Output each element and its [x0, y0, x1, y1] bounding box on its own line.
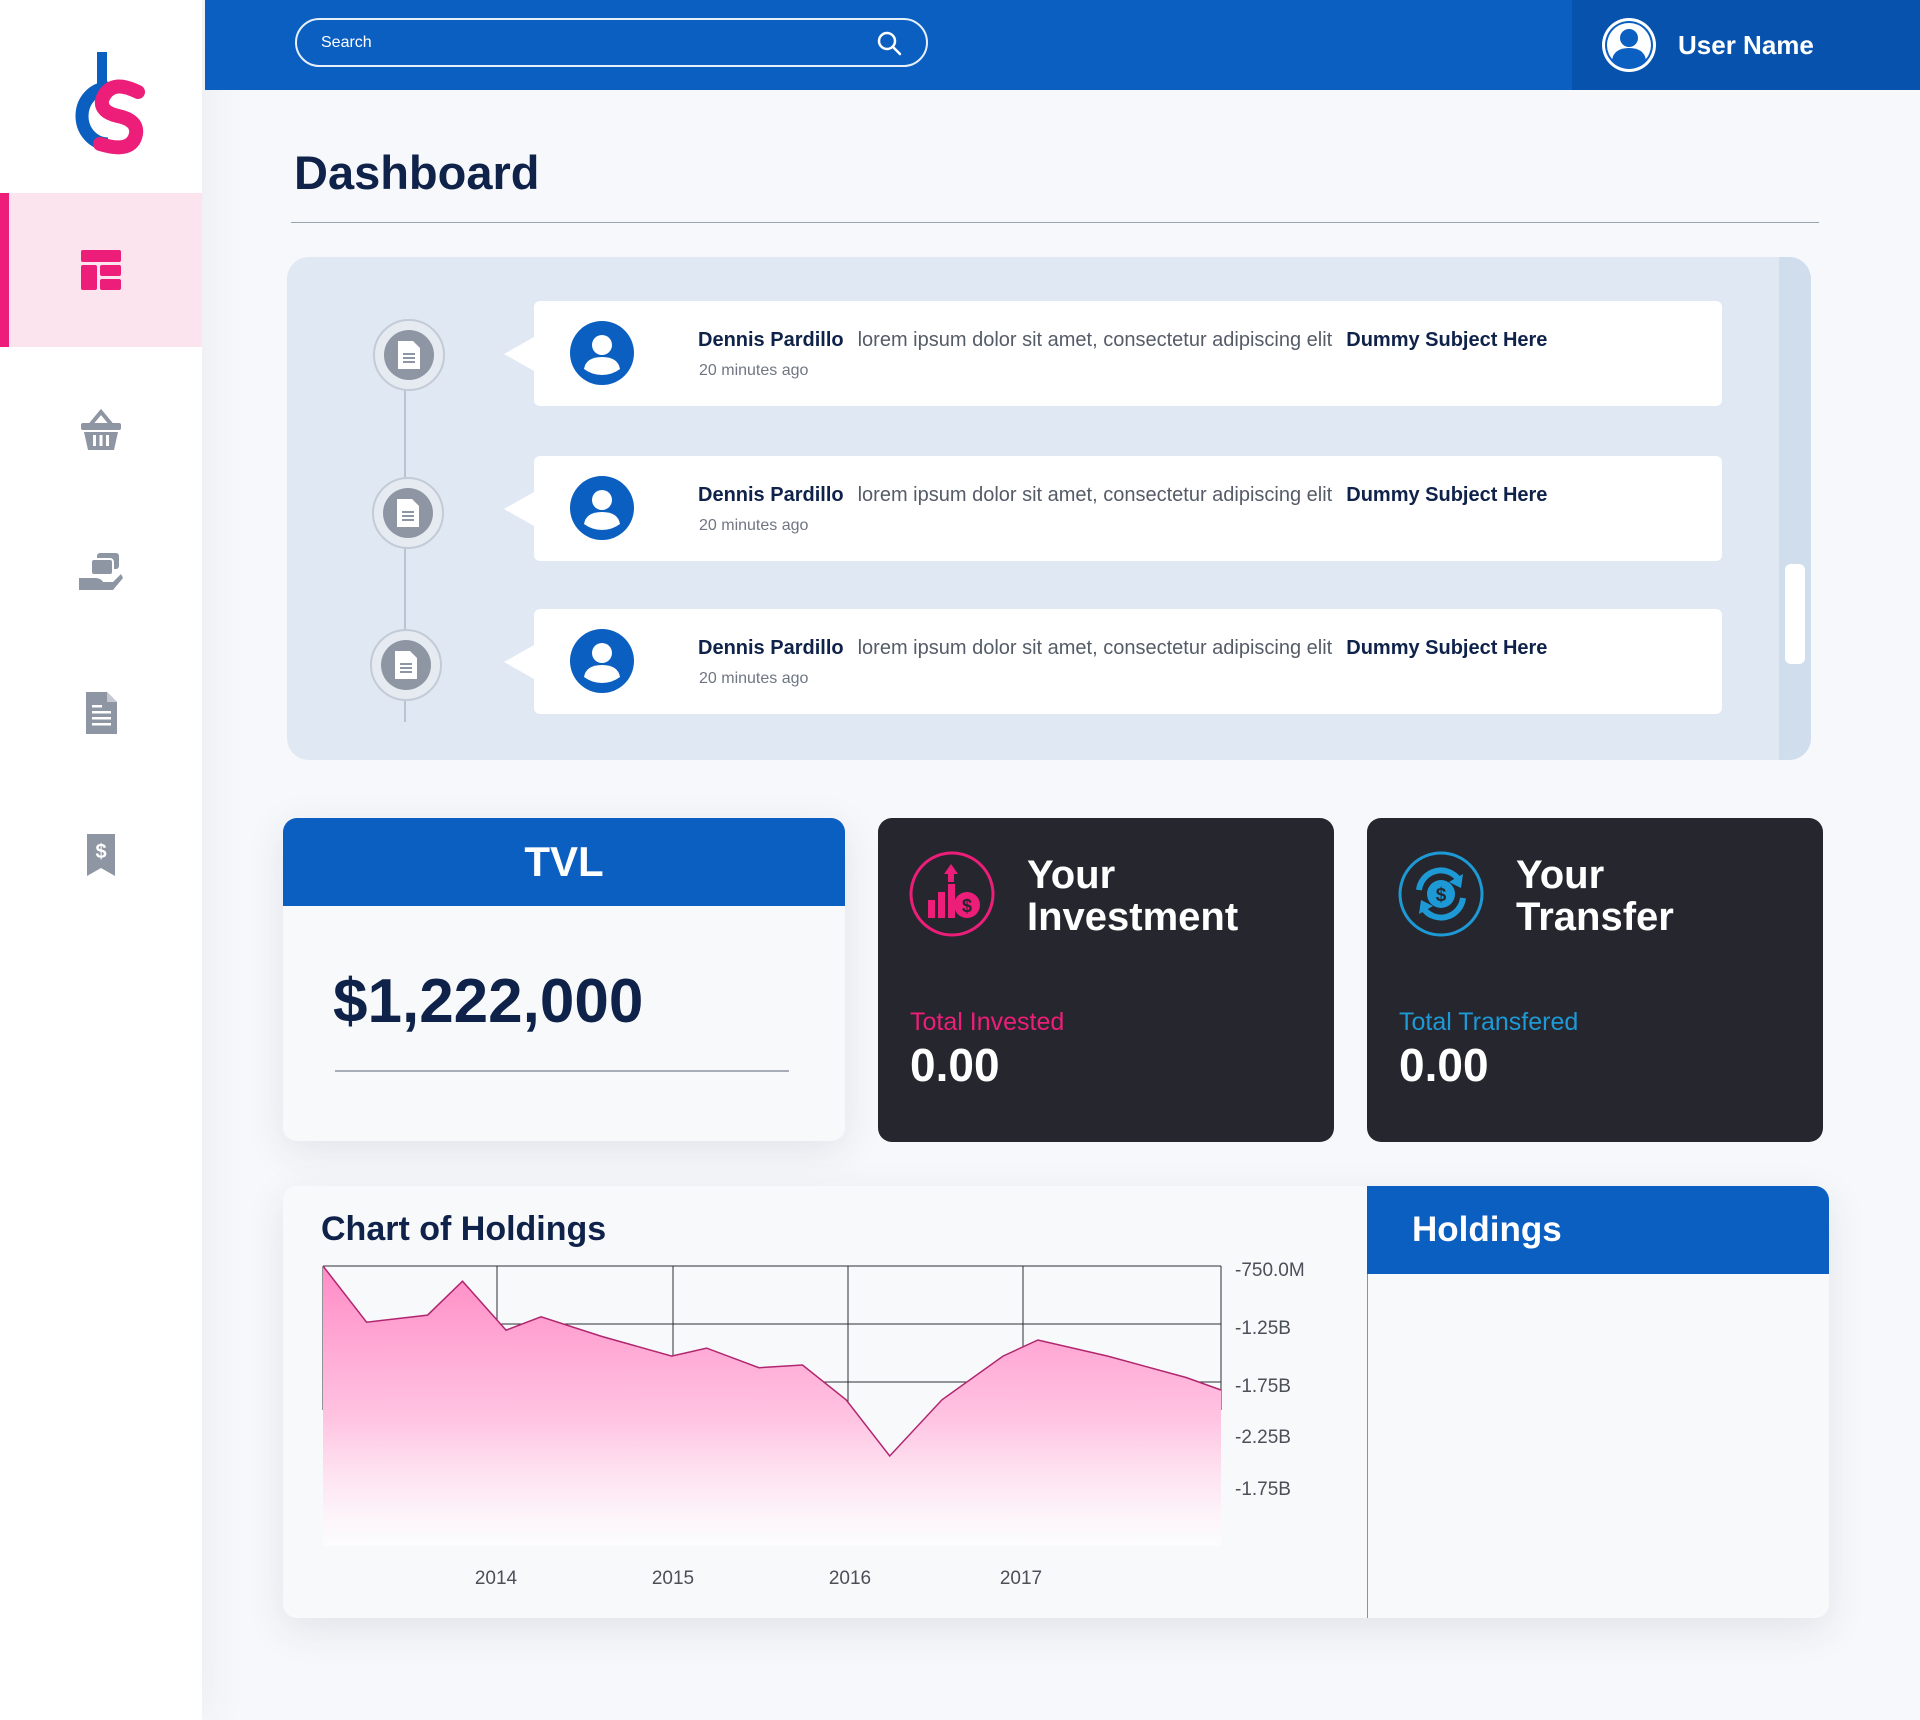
- user-avatar-icon: [570, 629, 634, 693]
- investment-title-line1: Your: [1027, 853, 1116, 897]
- x-axis-tick-label: 2014: [475, 1568, 518, 1589]
- transfer-title: Your Transfer: [1516, 854, 1674, 938]
- activity-scrollbar[interactable]: [1779, 257, 1811, 760]
- sidebar-item-dashboard[interactable]: [0, 193, 202, 347]
- y-axis-tick-label: -1.25B: [1235, 1318, 1291, 1339]
- dashboard-icon: [81, 250, 121, 290]
- transfer-title-line1: Your: [1516, 853, 1605, 897]
- user-avatar-icon: [1602, 18, 1656, 72]
- transfer-title-line2: Transfer: [1516, 895, 1674, 939]
- sidebar-item-documents[interactable]: [0, 636, 202, 790]
- activity-message: lorem ipsum dolor sit amet, consectetur …: [857, 329, 1333, 351]
- top-bar: User Name: [205, 0, 1920, 90]
- activity-time: 20 minutes ago: [699, 362, 809, 379]
- sidebar-item-receipts[interactable]: $: [0, 778, 202, 932]
- activity-time: 20 minutes ago: [699, 670, 809, 687]
- activity-subject[interactable]: Dummy Subject Here: [1346, 637, 1548, 659]
- sidebar-item-transfer[interactable]: [0, 495, 202, 649]
- activity-subject[interactable]: Dummy Subject Here: [1346, 484, 1548, 506]
- timeline-node: [370, 629, 442, 701]
- receipt-dollar-icon: $: [87, 834, 115, 876]
- search-box[interactable]: [295, 18, 928, 67]
- holdings-chart-card: Chart of Holdings -750.0M -1.25B -1.75B -2.…: [283, 1186, 1829, 1618]
- user-name: User Name: [1678, 29, 1814, 60]
- activity-author[interactable]: Dennis Pardillo: [698, 329, 844, 351]
- y-axis-tick-label: -1.75B: [1235, 1479, 1291, 1500]
- x-axis-tick-label: 2017: [1000, 1568, 1042, 1589]
- total-transferred-value: 0.00: [1399, 1039, 1489, 1091]
- total-transferred-label: Total Transfered: [1399, 1008, 1579, 1036]
- activity-item[interactable]: Dennis Pardillo lorem ipsum dolor sit ame…: [504, 456, 1722, 561]
- user-avatar-icon: [570, 321, 634, 385]
- document-icon: [86, 692, 117, 734]
- activity-message: lorem ipsum dolor sit amet, consectetur …: [857, 484, 1333, 506]
- basket-icon: [81, 408, 121, 450]
- y-axis-tick-label: -1.75B: [1235, 1376, 1291, 1397]
- document-icon: [395, 651, 417, 679]
- document-icon: [397, 499, 419, 527]
- x-axis-tick-label: 2015: [652, 1568, 694, 1589]
- y-axis-tick-label: -2.25B: [1235, 1427, 1291, 1448]
- investment-growth-icon: $: [909, 851, 995, 937]
- investment-card[interactable]: $ Your Investment Total Invested 0.00: [878, 818, 1334, 1142]
- page-title: Dashboard: [294, 146, 540, 199]
- activity-item[interactable]: Dennis Pardillo lorem ipsum dolor sit ame…: [504, 301, 1722, 406]
- ds-logo: [50, 40, 150, 165]
- activity-feed: Dennis Pardillo lorem ipsum dolor sit ame…: [287, 257, 1811, 760]
- activity-text: Dennis Pardillo lorem ipsum dolor sit ame…: [698, 484, 1547, 507]
- hand-holding-icon: [79, 553, 123, 590]
- chart-area-fill: [323, 1266, 1221, 1546]
- chart-title: Chart of Holdings: [321, 1210, 607, 1248]
- scrollbar-thumb[interactable]: [1785, 564, 1805, 664]
- activity-author[interactable]: Dennis Pardillo: [698, 484, 844, 506]
- search-input[interactable]: [321, 33, 876, 52]
- sidebar: $: [0, 0, 202, 1720]
- svg-text:$: $: [95, 841, 106, 863]
- document-icon: [398, 341, 420, 369]
- user-menu[interactable]: User Name: [1572, 0, 1920, 90]
- user-avatar-icon: [570, 476, 634, 540]
- sidebar-item-shop[interactable]: [0, 353, 202, 507]
- holdings-area-chart: -750.0M -1.25B -1.75B -2.25B -1.75B 2014 2015 2…: [322, 1260, 1305, 1589]
- timeline-node: [372, 477, 444, 549]
- total-invested-value: 0.00: [910, 1039, 1000, 1091]
- x-axis-tick-label: 2016: [829, 1568, 871, 1589]
- activity-text: Dennis Pardillo lorem ipsum dolor sit ame…: [698, 637, 1547, 660]
- holdings-title: Holdings: [1367, 1186, 1829, 1274]
- tvl-title: TVL: [283, 818, 845, 906]
- investment-title: Your Investment: [1027, 854, 1238, 938]
- svg-text:$: $: [1436, 885, 1447, 906]
- tvl-divider: [335, 1070, 789, 1072]
- title-divider: [291, 222, 1819, 223]
- holdings-divider: [1367, 1274, 1368, 1618]
- activity-item[interactable]: Dennis Pardillo lorem ipsum dolor sit ame…: [504, 609, 1722, 714]
- activity-text: Dennis Pardillo lorem ipsum dolor sit ame…: [698, 329, 1547, 352]
- chart-line: [322, 1265, 1222, 1458]
- activity-time: 20 minutes ago: [699, 517, 809, 534]
- activity-subject[interactable]: Dummy Subject Here: [1346, 329, 1548, 351]
- activity-message: lorem ipsum dolor sit amet, consectetur …: [857, 637, 1333, 659]
- transfer-card[interactable]: $ Your Transfer Total Transfered 0.00: [1367, 818, 1823, 1142]
- money-transfer-icon: $: [1398, 851, 1484, 937]
- investment-title-line2: Investment: [1027, 895, 1239, 939]
- total-invested-label: Total Invested: [910, 1008, 1065, 1036]
- tvl-value: $1,222,000: [333, 967, 644, 1036]
- y-axis-tick-label: -750.0M: [1235, 1260, 1305, 1281]
- activity-author[interactable]: Dennis Pardillo: [698, 637, 844, 659]
- tvl-card: TVL $1,222,000: [283, 818, 845, 1141]
- svg-text:$: $: [962, 896, 972, 916]
- search-icon[interactable]: [876, 30, 902, 56]
- timeline-node: [373, 319, 445, 391]
